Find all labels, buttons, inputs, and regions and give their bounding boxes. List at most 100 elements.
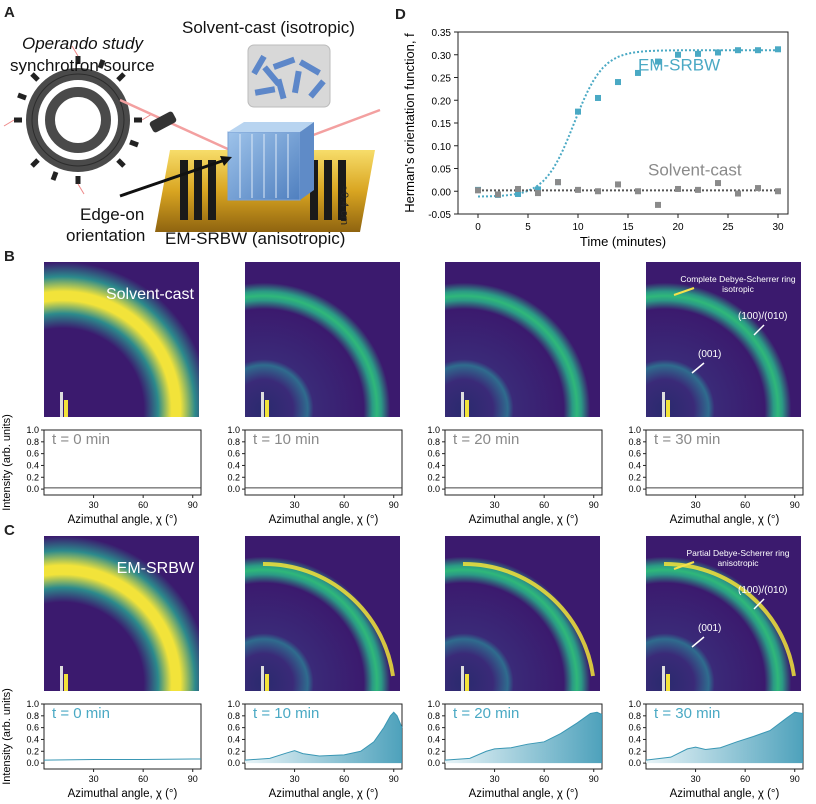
- em-srbw-point: [735, 47, 741, 54]
- y-tick-label: 0.2: [26, 746, 39, 756]
- em-srbw-point: [515, 190, 521, 197]
- y-tick-label: 0.8: [227, 437, 240, 447]
- x-tick-label: 90: [389, 500, 399, 510]
- beam-stop: [662, 666, 665, 691]
- x-tick-label: 60: [740, 774, 750, 784]
- x-axis-label: Azimuthal angle, χ (°): [469, 788, 579, 800]
- ring-arrow: [673, 287, 695, 296]
- peak-001-arrow: [691, 636, 705, 648]
- y-tick-label: 0.0: [227, 758, 240, 768]
- beam-spot: [265, 674, 269, 691]
- y-tick-label: 0.8: [227, 711, 240, 721]
- solvent-cast-point: [695, 186, 701, 193]
- y-tick-label: 0.6: [26, 723, 39, 733]
- em-srbw-label: EM-SRBW (anisotropic): [165, 229, 346, 248]
- x-tick-label: 30: [772, 222, 784, 233]
- beam-stop: [261, 392, 264, 417]
- x-tick-label: 60: [539, 500, 549, 510]
- x-tick-label: 60: [539, 774, 549, 784]
- panel-label-b: B: [4, 248, 15, 265]
- profile-frame: [43, 703, 202, 770]
- b-column-2: 0.0 0.2 0.40.6 0.8 1.0 30 60 90 Azimuthal angle,…: [227, 262, 403, 526]
- y-tick-label: 1.0: [427, 425, 440, 435]
- beam-spot: [666, 674, 670, 691]
- x-tick-label: 30: [490, 774, 500, 784]
- y-tick-label: 0.0: [427, 758, 440, 768]
- y-tick-label: 0.8: [26, 711, 39, 721]
- panel-label-c: C: [4, 522, 15, 539]
- profile-line: [444, 711, 603, 761]
- y-axis-label: Intensity (arb. units): [1, 688, 13, 785]
- detector-image: [646, 536, 801, 691]
- y-tick-label: 0.2: [628, 472, 641, 482]
- x-axis-label: Azimuthal angle, χ (°): [68, 514, 178, 526]
- y-axis-label: Herman's orientation function, f: [402, 33, 417, 213]
- beam-stop: [461, 392, 464, 417]
- time-label: t = 10 min: [253, 705, 319, 722]
- y-tick-label: 0.0: [26, 484, 39, 494]
- solvent-cast-point: [635, 188, 641, 195]
- y-axis-label: Intensity (arb. units): [1, 414, 13, 511]
- time-label: t = 0 min: [52, 431, 110, 448]
- series-label-solvent-cast: Solvent-cast: [648, 160, 742, 179]
- c-column-1: EM-SRBW 0.0 0.2 0.40.6 0.8 1.0 30 60 90 Azimuthal…: [1, 536, 202, 800]
- peak-arrow: [753, 598, 765, 610]
- detector-background: [445, 262, 600, 417]
- operando-line2: synchrotron source: [10, 56, 155, 75]
- solvent-cast-point: [675, 185, 681, 192]
- x-tick-label: 90: [188, 774, 198, 784]
- detector-background: [646, 262, 801, 417]
- y-tick-label: 0.6: [227, 723, 240, 733]
- solvent-cast-point: [515, 185, 521, 192]
- time-label: t = 0 min: [52, 705, 110, 722]
- orientation-chart: -0.05 0.00 0.05 0.10 0.15 0.20 0.25 0.30 0.35 0 5 1…: [402, 28, 789, 249]
- y-tick-label: 0.2: [628, 746, 641, 756]
- scale-label: ≈0.4 cm: [338, 186, 350, 226]
- y-tick-label: 0.0: [628, 484, 641, 494]
- beam-spot: [465, 400, 469, 417]
- y-tick-label: 1.0: [26, 425, 39, 435]
- solvent-cast-point: [655, 201, 661, 208]
- detector-image: [646, 262, 801, 417]
- x-tick-label: 90: [389, 774, 399, 784]
- b-column-3: 0.0 0.2 0.40.6 0.8 1.0 30 60 90 Azimuthal angle,…: [427, 262, 603, 526]
- operando-line1: Operando study: [22, 34, 143, 53]
- c-column-3: 0.0 0.2 0.40.6 0.8 1.0 30 60 90 Azimuthal angle,…: [427, 536, 603, 800]
- time-label: t = 20 min: [453, 431, 519, 448]
- series-label-em-srbw: EM-SRBW: [638, 56, 720, 75]
- x-axis-label: Time (minutes): [580, 234, 666, 249]
- detector-image: [445, 536, 600, 691]
- em-srbw-point: [615, 79, 621, 86]
- y-tick-label: 1.0: [628, 699, 641, 709]
- y-tick-label: 0.00: [432, 187, 452, 198]
- x-axis-label: Azimuthal angle, χ (°): [269, 514, 379, 526]
- y-tick-label: -0.05: [428, 210, 451, 221]
- y-tick-label: 0.0: [427, 484, 440, 494]
- peak-100-010-label: (100)/(010): [738, 311, 787, 322]
- em-srbw-point: [695, 50, 701, 57]
- partial-ring-highlight: [262, 561, 395, 677]
- x-tick-label: 60: [138, 774, 148, 784]
- y-tick-label: 0.2: [26, 472, 39, 482]
- partial-ring-highlight: [663, 561, 796, 677]
- profile-line: [645, 711, 804, 761]
- x-tick-label: 90: [589, 774, 599, 784]
- y-tick-label: 0.30: [432, 51, 452, 62]
- beam-spot: [265, 400, 269, 417]
- detector-background: [646, 536, 801, 691]
- em-srbw-row: EM-SRBW 0.0 0.2 0.4 0.6 0.8 1.0 30 60 90 Azimuthal…: [0, 536, 816, 804]
- solvent-cast-point: [615, 181, 621, 188]
- ring-annotation: Partial Debye-Scherrer ring: [687, 548, 790, 558]
- edge-on-line1: Edge-on: [80, 205, 145, 224]
- detector-image: [245, 262, 400, 417]
- ring-annotation: Complete Debye-Scherrer ring: [680, 274, 796, 284]
- detector-background: [245, 262, 400, 417]
- y-tick-label: 0.4: [427, 734, 440, 744]
- beam-stop: [60, 666, 63, 691]
- beam-stop: [261, 666, 264, 691]
- edge-on-line2: orientation: [66, 226, 146, 245]
- x-tick-label: 25: [722, 222, 734, 233]
- profile-frame: [444, 429, 603, 496]
- y-tick-label: 0.35: [432, 28, 452, 39]
